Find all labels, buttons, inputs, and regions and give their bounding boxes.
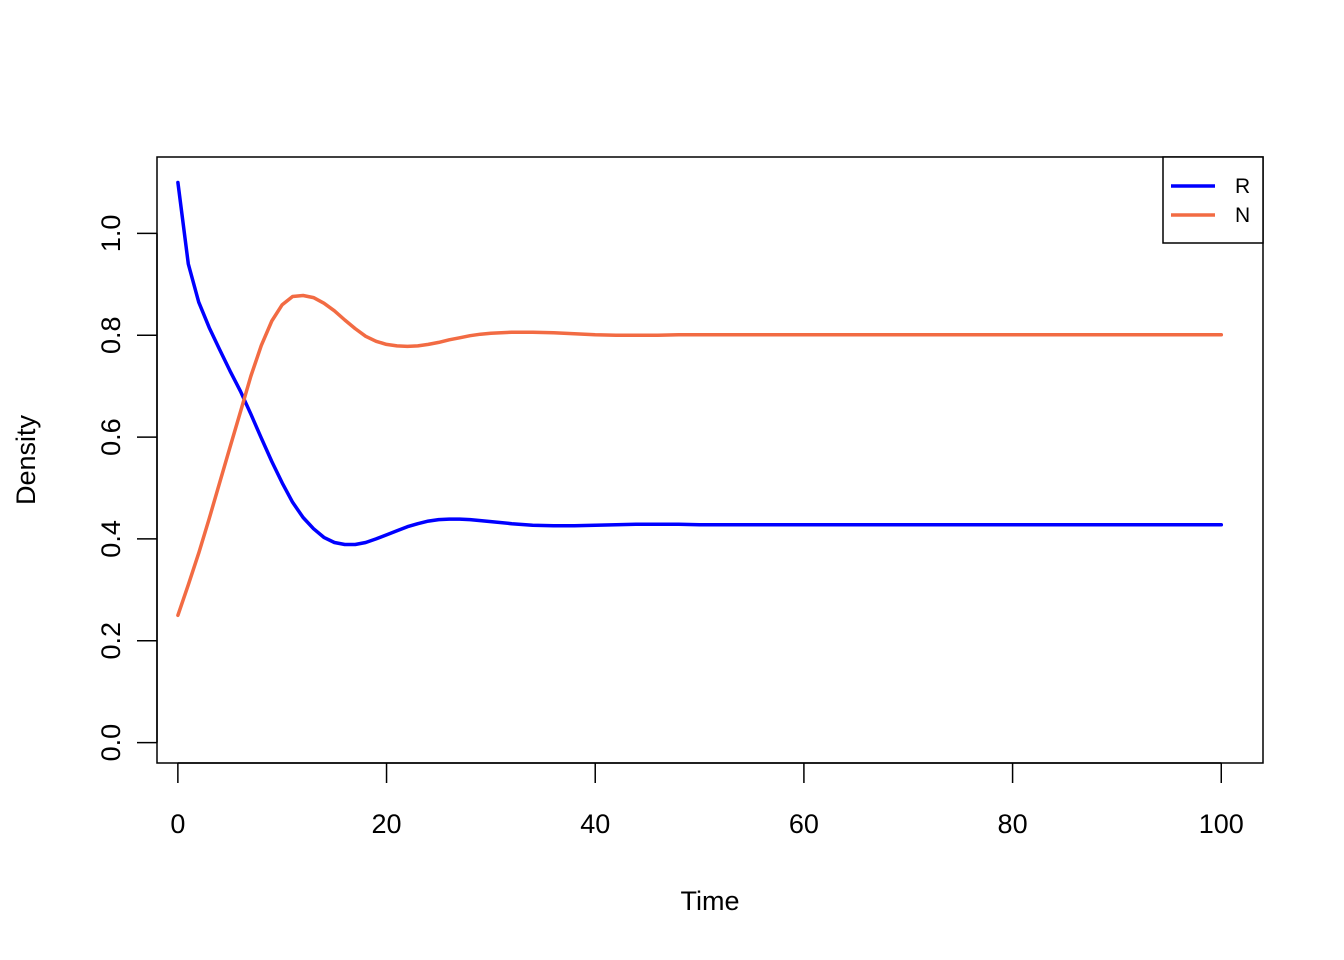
series-line-r [176, 180, 1224, 547]
x-tick-label: 80 [998, 809, 1028, 839]
legend-label-r: R [1235, 175, 1250, 198]
x-tick-label: 40 [580, 809, 610, 839]
legend-label-n: N [1235, 204, 1250, 227]
x-tick-label: 0 [170, 809, 185, 839]
y-tick-label: 1.0 [96, 215, 126, 253]
series-layer [176, 180, 1224, 618]
y-axis: 0.0 0.2 0.4 0.6 0.8 1.0 [96, 215, 158, 762]
legend: RN [1162, 156, 1264, 244]
x-tick-label: 100 [1199, 809, 1244, 839]
plot-frame [156, 156, 1264, 764]
x-tick-label: 60 [789, 809, 819, 839]
legend-box [1162, 156, 1264, 244]
series-line-n [176, 293, 1224, 618]
x-axis-title: Time [681, 886, 740, 916]
x-tick-label: 20 [372, 809, 402, 839]
y-tick-label: 0.0 [96, 724, 126, 762]
y-tick-label: 0.6 [96, 418, 126, 456]
x-axis: 0 20 40 60 80 100 [170, 762, 1244, 839]
y-tick-label: 0.2 [96, 622, 126, 660]
y-tick-label: 0.4 [96, 520, 126, 558]
y-tick-label: 0.8 [96, 316, 126, 354]
y-axis-title: Density [11, 414, 41, 505]
